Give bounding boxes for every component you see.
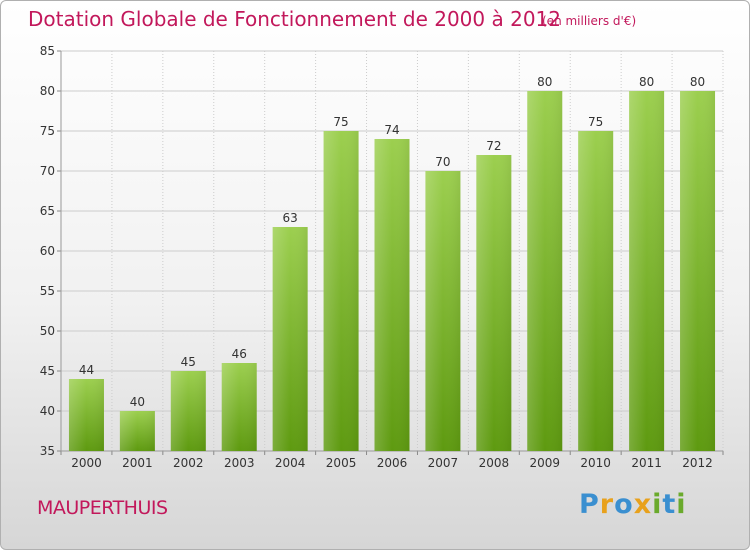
bar-shine bbox=[680, 91, 716, 451]
proxiti-logo: Proxiti bbox=[579, 489, 687, 520]
x-tick-label: 2007 bbox=[428, 456, 459, 470]
y-tick-label: 35 bbox=[40, 444, 55, 458]
y-tick-label: 75 bbox=[40, 124, 55, 138]
x-tick-label: 2010 bbox=[580, 456, 611, 470]
x-tick-label: 2000 bbox=[71, 456, 102, 470]
bar-shine bbox=[578, 131, 614, 451]
logo-letter: i bbox=[652, 489, 663, 520]
bar-shine bbox=[629, 91, 665, 451]
y-tick-label: 80 bbox=[40, 84, 55, 98]
value-label: 80 bbox=[537, 75, 552, 89]
commune-name: MAUPERTHUIS bbox=[37, 497, 168, 519]
y-tick-label: 70 bbox=[40, 164, 55, 178]
value-label: 80 bbox=[639, 75, 654, 89]
bar-shine bbox=[170, 371, 206, 451]
y-tick-label: 60 bbox=[40, 244, 55, 258]
y-tick-label: 50 bbox=[40, 324, 55, 338]
y-tick-label: 55 bbox=[40, 284, 55, 298]
logo-letter: P bbox=[579, 489, 600, 520]
bars bbox=[68, 91, 716, 451]
bar-shine bbox=[221, 363, 257, 451]
x-tick-label: 2008 bbox=[479, 456, 510, 470]
x-tick-label: 2009 bbox=[529, 456, 560, 470]
x-tick-label: 2006 bbox=[377, 456, 408, 470]
bar-shine bbox=[527, 91, 563, 451]
logo-letter: o bbox=[614, 489, 634, 520]
bar-shine bbox=[68, 379, 104, 451]
bar-shine bbox=[374, 139, 410, 451]
x-tick-label: 2012 bbox=[682, 456, 713, 470]
value-label: 72 bbox=[486, 139, 501, 153]
x-tick-label: 2004 bbox=[275, 456, 306, 470]
value-label: 46 bbox=[232, 347, 247, 361]
x-tick-label: 2001 bbox=[122, 456, 153, 470]
chart-title: Dotation Globale de Fonctionnement de 20… bbox=[28, 7, 561, 31]
logo-letter: r bbox=[599, 489, 615, 520]
value-label: 44 bbox=[79, 363, 94, 377]
value-label: 74 bbox=[384, 123, 399, 137]
y-tick-label: 65 bbox=[40, 204, 55, 218]
value-label: 63 bbox=[283, 211, 298, 225]
value-label: 70 bbox=[435, 155, 450, 169]
chart-subtitle: (en milliers d'€) bbox=[542, 14, 637, 28]
value-label: 40 bbox=[130, 395, 145, 409]
bar-shine bbox=[476, 155, 512, 451]
logo-letter: x bbox=[633, 489, 653, 520]
value-label: 75 bbox=[588, 115, 603, 129]
logo-letter: i bbox=[676, 489, 687, 520]
y-tick-label: 45 bbox=[40, 364, 55, 378]
x-tick-label: 2003 bbox=[224, 456, 255, 470]
value-label: 45 bbox=[181, 355, 196, 369]
x-tick-label: 2011 bbox=[631, 456, 662, 470]
logo-letter: t bbox=[662, 489, 677, 520]
bar-shine bbox=[119, 411, 155, 451]
y-tick-label: 40 bbox=[40, 404, 55, 418]
bar-shine bbox=[425, 171, 461, 451]
value-label: 75 bbox=[333, 115, 348, 129]
y-tick-label: 85 bbox=[40, 44, 55, 58]
value-label: 80 bbox=[690, 75, 705, 89]
x-tick-label: 2005 bbox=[326, 456, 357, 470]
value-labels: 44 2000 40 2001 45 2002 46 2003 63 2004 75 2005 74 20… bbox=[71, 75, 713, 470]
bar-shine bbox=[272, 227, 308, 451]
x-tick-label: 2002 bbox=[173, 456, 204, 470]
bar-shine bbox=[323, 131, 359, 451]
